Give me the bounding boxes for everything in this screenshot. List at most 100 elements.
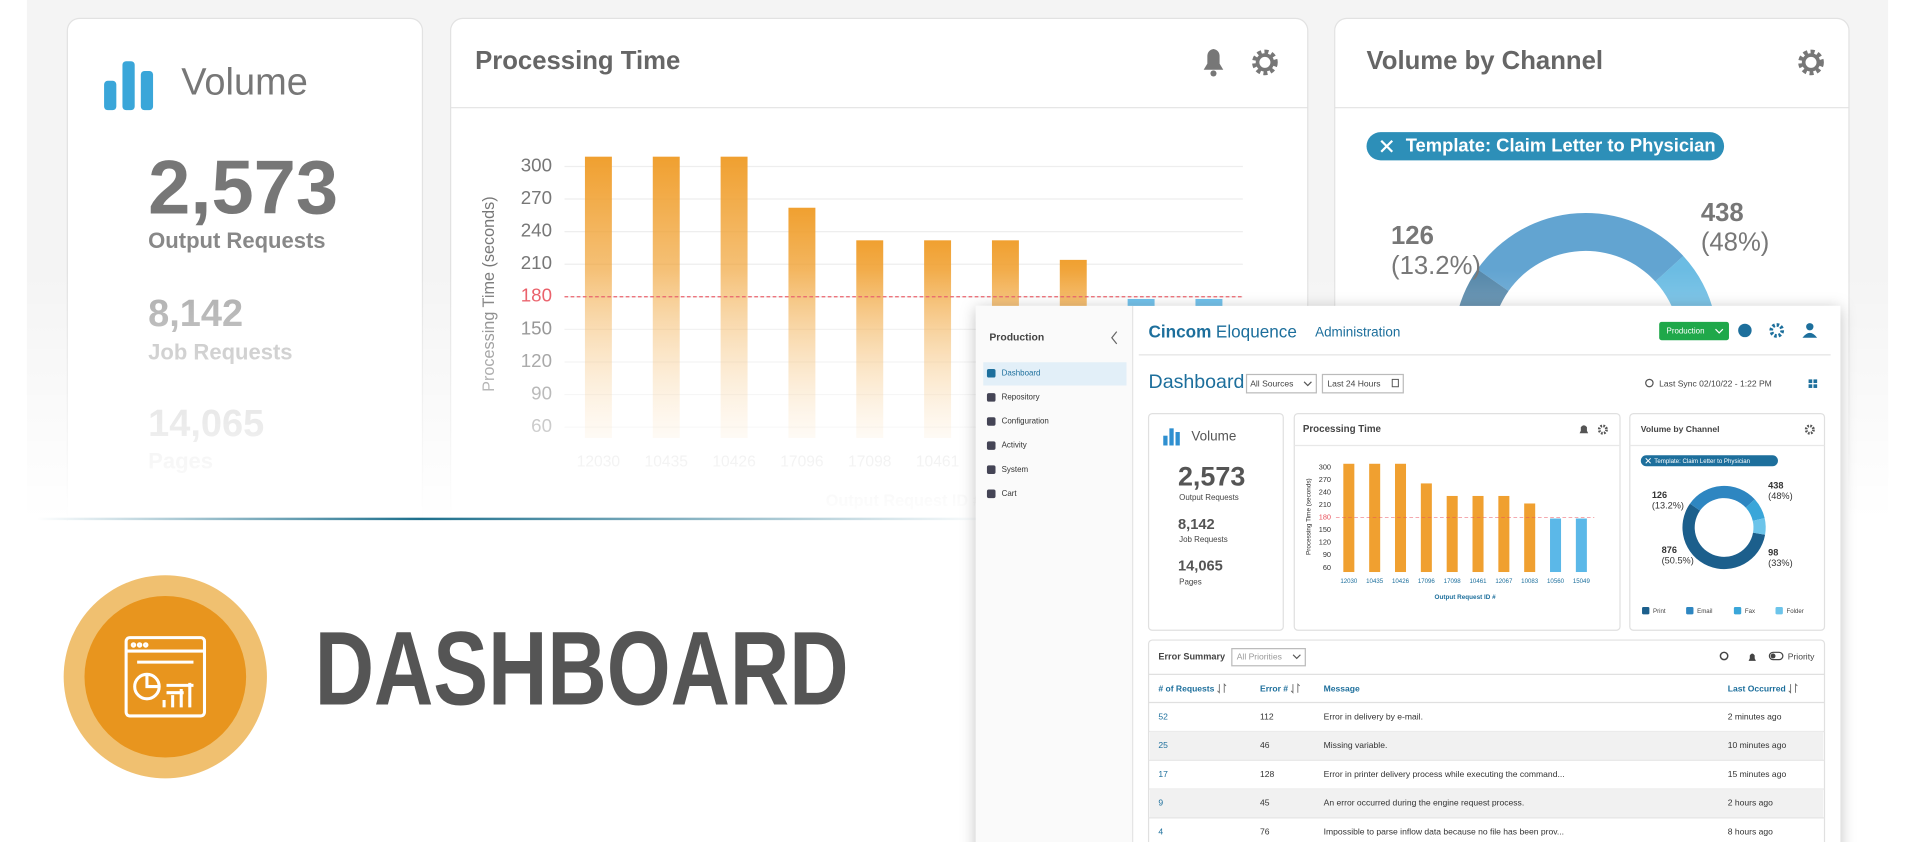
hero-badge-inner [84,596,247,758]
channel-card [1629,413,1826,631]
nav-icon [986,489,996,499]
collapse-icon[interactable] [1111,331,1118,345]
nav-item[interactable]: Configuration [1002,417,1049,426]
nav-icon [986,441,996,450]
nav-item[interactable]: Repository [1002,392,1040,401]
stat-label: Job Requests [1179,535,1228,544]
last-sync: Last Sync 02/10/22 - 1:22 PM [1659,379,1772,389]
bar [1524,503,1536,573]
bar-chart: 60 90 120 150 180 210 240 270 300 12030 10435 10426… [1306,462,1595,601]
environment-button[interactable] [1659,321,1729,341]
filter-chip[interactable] [1640,455,1778,467]
cell: Error in delivery by e-mail. [1324,711,1423,721]
nav-item[interactable]: System [1002,465,1029,474]
sidebar-title: Production [989,333,1044,344]
donut-segment [1682,503,1766,570]
nav-item[interactable]: Dashboard [1002,368,1041,377]
product: Eloquence [1216,321,1297,341]
cell[interactable]: 17 [1158,769,1168,779]
y-tick-label: 210 [521,252,552,273]
source-select[interactable] [1245,373,1317,394]
cell: 128 [1260,769,1275,779]
volume-icon [104,61,154,111]
nav: Dashboard Repository Configuration Activity… [986,368,1049,499]
nav-icon [986,465,996,474]
nav-item[interactable]: Cart [1002,489,1018,498]
bell-icon[interactable] [1579,425,1589,434]
y-tick-label: 240 [521,220,552,241]
nav-icon [986,393,996,402]
search-icon[interactable] [1719,651,1729,661]
bar [1420,483,1432,573]
cell: 2 hours ago [1728,798,1773,808]
time-filter: Last 24 Hours [1327,379,1380,389]
close-icon[interactable] [1645,457,1651,464]
y-tick-label: 270 [1319,475,1331,484]
cell[interactable]: 25 [1158,740,1168,750]
chart-title: Volume by Channel [1641,424,1720,434]
row-band [1149,789,1824,818]
volume-title: Volume [181,61,308,103]
column-header[interactable]: Error # [1260,683,1288,693]
section: Administration [1315,324,1400,339]
volume-title: Volume [1191,428,1236,443]
settings-icon[interactable] [1597,424,1608,435]
close-icon[interactable] [1380,139,1394,153]
column-header[interactable]: Message [1324,683,1360,693]
nav-item[interactable]: Activity [1002,441,1027,450]
nav-active [983,362,1127,386]
sync-icon[interactable] [1645,378,1654,388]
x-tick-label: 10560 [1547,578,1565,585]
bar [1446,495,1458,573]
bar [1575,518,1587,573]
y-tick-label: 120 [1319,538,1331,547]
column-header[interactable]: Last Occurred [1728,683,1786,693]
nav-icon [986,368,996,378]
gear-icon [1798,49,1824,76]
chart-title: Volume by Channel [1367,47,1604,75]
settings-icon[interactable] [1769,323,1785,338]
priority-select[interactable] [1231,648,1306,667]
percent-label: (33%) [1768,558,1792,568]
legend-swatch [1686,607,1694,615]
calendar-icon [1391,378,1399,388]
y-tick-label: 150 [1319,525,1331,534]
settings-icon[interactable] [1804,424,1815,435]
cell: 45 [1260,798,1270,808]
cell[interactable]: 4 [1158,826,1163,836]
y-tick-label: 90 [1323,550,1331,559]
y-tick-label: 270 [521,187,552,208]
user-icon[interactable] [1802,323,1818,338]
cell: 46 [1260,740,1270,750]
rule [36,517,992,521]
error-table: # of Requests Error # Message Last Occurred… [1148,683,1825,836]
help-icon[interactable] [1738,323,1752,338]
x-axis-label: Output Request ID # [1435,594,1497,601]
chevron [1715,328,1724,334]
cell[interactable]: 9 [1158,798,1163,808]
legend-label[interactable]: Email [1697,608,1712,615]
grid-icon[interactable] [1808,379,1818,388]
legend-label[interactable]: Folder [1787,608,1804,615]
time-select[interactable] [1321,373,1404,394]
cell[interactable]: 52 [1158,711,1168,721]
toggle[interactable] [1768,651,1784,661]
filter-chip[interactable] [1366,132,1725,161]
filter-label: Template: Claim Letter to Physician [1406,135,1716,156]
x-tick-label: 12030 [1340,578,1358,585]
x-tick-label: 10083 [1521,578,1539,585]
bar [1550,518,1562,573]
donut-segment [1745,499,1765,521]
column-header[interactable]: # of Requests [1158,683,1214,693]
bar [1498,495,1510,573]
donut-segment [1689,485,1755,511]
legend-label[interactable]: Print [1653,608,1666,615]
cell: Error in printer delivery process while … [1324,769,1565,779]
legend-label[interactable]: Fax [1745,608,1755,615]
percent-label: (48%) [1768,491,1792,501]
chart-title: Processing Time [1303,424,1382,435]
stat-label: Output Requests [1179,493,1239,502]
sort-icon [1290,683,1300,694]
bell-icon[interactable] [1748,653,1756,661]
y-tick-label: 210 [1319,500,1331,509]
